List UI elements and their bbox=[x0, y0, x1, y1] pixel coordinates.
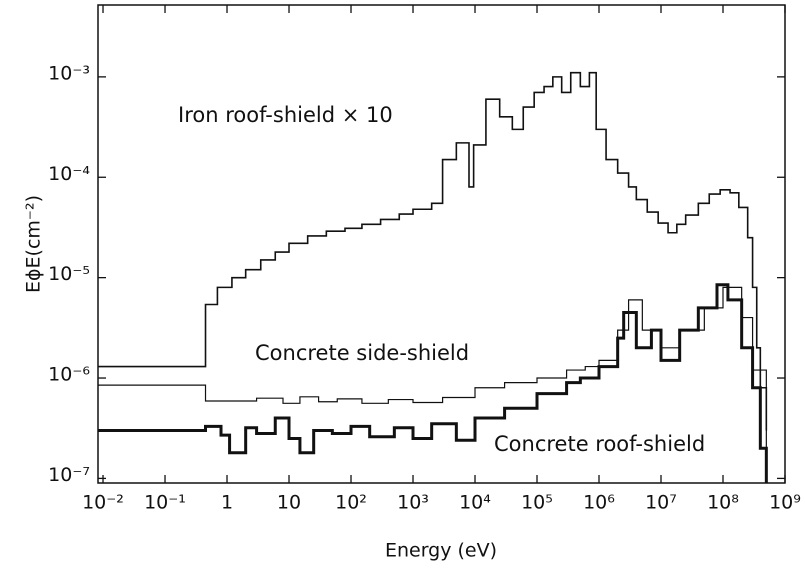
x-tick-label: 10⁸ bbox=[707, 492, 739, 514]
series-line bbox=[98, 283, 768, 483]
y-tick-label: 10⁻⁵ bbox=[48, 263, 90, 285]
x-axis-label: Energy (eV) bbox=[385, 540, 497, 562]
plot-frame bbox=[97, 4, 786, 484]
y-tick-label: 10⁻⁴ bbox=[48, 163, 90, 185]
x-tick-label: 10³ bbox=[397, 492, 429, 514]
series-line bbox=[98, 71, 768, 431]
x-tick-label: 10⁹ bbox=[769, 492, 801, 514]
x-tick-label: 10⁻² bbox=[82, 492, 124, 514]
y-tick-label: 10⁻³ bbox=[48, 62, 90, 84]
plot-area bbox=[98, 71, 768, 483]
y-tick-label: 10⁻⁷ bbox=[48, 464, 90, 486]
x-tick-label: 1 bbox=[221, 492, 233, 514]
x-tick-label: 10⁻¹ bbox=[144, 492, 186, 514]
x-tick-label: 10⁷ bbox=[645, 492, 677, 514]
y-axis-label: EϕE(cm⁻²) bbox=[23, 195, 45, 293]
annotation: Iron roof-shield × 10 bbox=[178, 103, 393, 127]
x-tick-label: 10 bbox=[277, 492, 301, 514]
x-tick-label: 10⁴ bbox=[459, 492, 491, 514]
x-tick-label: 10⁵ bbox=[521, 492, 553, 514]
series-line bbox=[98, 286, 767, 449]
annotation: Concrete roof-shield bbox=[494, 432, 705, 456]
y-tick-label: 10⁻⁶ bbox=[48, 364, 90, 386]
x-tick-label: 10⁶ bbox=[583, 492, 615, 514]
annotation: Concrete side-shield bbox=[255, 341, 469, 365]
x-tick-label: 10² bbox=[335, 492, 367, 514]
